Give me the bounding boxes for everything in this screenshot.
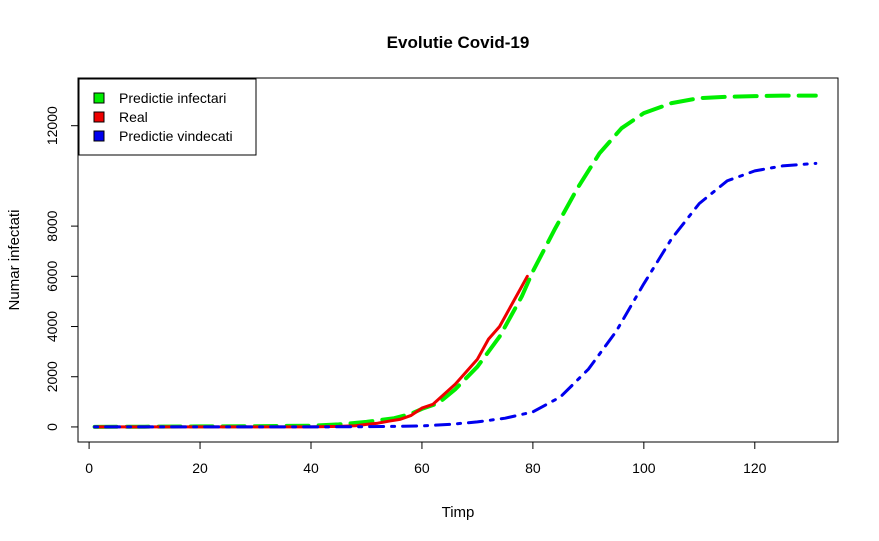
y-axis-label: Numar infectati [6,210,23,311]
x-tick-label: 0 [85,460,93,476]
legend-swatch [93,92,105,104]
legend: Predictie infectari Real Predictie vindeca… [78,78,257,156]
legend-box [78,78,257,156]
x-axis-label: Timp [442,504,475,521]
y-tick-label: 8000 [44,210,60,241]
y-axis: 0 2000 4000 6000 8000 12000 [44,106,79,431]
legend-swatch [93,111,105,123]
y-tick-label: 4000 [44,311,60,342]
legend-label: Predictie infectari [119,90,226,106]
legend-label: Predictie vindecati [119,128,233,144]
y-tick-label: 2000 [44,361,60,392]
x-axis: 0 20 40 60 80 100 120 [85,441,767,476]
x-tick-label: 40 [303,460,319,476]
y-tick-label: 0 [44,423,60,431]
series-line-1 [93,274,529,429]
legend-swatch [93,130,105,142]
chart-title: Evolutie Covid-19 [387,33,530,52]
y-tick-label: 12000 [44,106,60,145]
series-line-2 [93,161,818,429]
y-tick-label: 6000 [44,261,60,292]
series-lines [92,93,818,429]
x-tick-label: 60 [414,460,430,476]
legend-label: Real [119,109,148,125]
x-tick-label: 120 [743,460,767,476]
x-tick-label: 100 [632,460,656,476]
x-tick-label: 20 [192,460,208,476]
x-tick-label: 80 [525,460,541,476]
